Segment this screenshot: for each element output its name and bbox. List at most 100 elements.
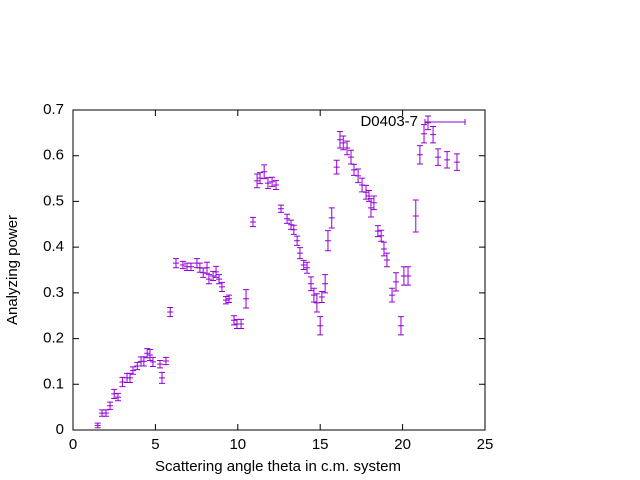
error-bar-point <box>355 168 362 184</box>
error-bar-point <box>430 125 437 144</box>
error-bar-point <box>205 274 212 285</box>
error-bar-point <box>111 388 118 399</box>
error-bar-point <box>290 224 297 235</box>
error-bar-point <box>146 349 153 362</box>
error-bar-point <box>416 145 423 165</box>
error-bar-point <box>317 316 324 336</box>
x-tick-label: 20 <box>394 436 411 453</box>
y-tick-label: 0.1 <box>43 375 64 392</box>
error-bar-point <box>340 135 347 151</box>
error-bar-point <box>264 177 271 190</box>
y-axis-label: Analyzing power <box>4 215 21 325</box>
error-bar-point <box>254 173 261 189</box>
error-bar-point <box>307 276 314 292</box>
error-bar-point <box>444 151 451 169</box>
error-bar-point <box>350 163 357 176</box>
error-bar-point <box>370 195 377 211</box>
error-bar-point <box>269 176 276 187</box>
error-bar-point <box>380 241 387 257</box>
y-tick-label: 0.4 <box>43 238 64 255</box>
error-bar-point <box>196 262 203 273</box>
error-bar-point <box>273 179 280 191</box>
error-bar-point <box>233 318 240 330</box>
error-bar-point <box>304 261 311 274</box>
error-bar-point <box>210 270 217 282</box>
error-bar-point <box>94 422 101 429</box>
error-bar-point <box>365 189 372 202</box>
legend-key <box>424 119 466 125</box>
error-bar-point <box>162 356 169 366</box>
error-bar-point <box>261 164 268 180</box>
x-tick-label: 0 <box>69 436 77 453</box>
error-bar-point <box>238 318 245 330</box>
error-bar-point <box>453 153 460 171</box>
y-tick-label: 0.6 <box>43 147 64 164</box>
error-bar-point <box>348 149 355 165</box>
error-bar-point <box>102 409 109 417</box>
error-bar-point <box>226 294 233 303</box>
x-axis-label: Scattering angle theta in c.m. system <box>155 458 401 475</box>
error-bar-point <box>218 281 225 292</box>
error-bar-point <box>231 315 238 326</box>
x-tick-label: 5 <box>151 436 159 453</box>
error-bar-point <box>149 356 156 367</box>
error-bar-point <box>284 213 291 224</box>
error-bar-point <box>383 252 390 268</box>
error-bar-point <box>216 274 223 285</box>
error-bar-point <box>107 401 114 410</box>
error-bar-point <box>296 247 303 260</box>
error-bar-point <box>203 261 210 274</box>
x-tick-label: 15 <box>312 436 329 453</box>
legend-label: D0403-7 <box>360 113 418 130</box>
error-bar-point <box>213 265 220 278</box>
x-tick-label: 10 <box>229 436 246 453</box>
error-bar-point <box>421 124 428 144</box>
error-bar-point <box>397 316 404 336</box>
error-bar-point <box>200 267 207 278</box>
error-bar-point <box>336 130 343 149</box>
error-bar-point <box>257 172 264 185</box>
y-tick-label: 0.5 <box>43 192 64 209</box>
error-bar-point <box>184 262 191 271</box>
y-tick-label: 0.2 <box>43 330 64 347</box>
error-bar-point <box>300 259 307 271</box>
error-bar-point <box>328 207 335 229</box>
error-bar-point <box>359 177 366 193</box>
error-bar-point <box>367 198 374 218</box>
x-tick-label: 25 <box>477 436 494 453</box>
error-bar-point <box>157 360 164 369</box>
error-bar-point <box>222 296 229 305</box>
error-bar-point <box>134 361 141 371</box>
error-bar-point <box>333 159 340 175</box>
error-bar-point <box>158 371 165 384</box>
error-bar-point <box>167 306 174 318</box>
error-bar-point <box>318 290 325 303</box>
error-bar-point <box>243 289 250 309</box>
error-bar-point <box>277 204 284 213</box>
plot-frame <box>72 109 486 431</box>
y-tick-label: 0.7 <box>43 101 64 118</box>
error-bar-point <box>344 140 351 156</box>
error-bar-point <box>324 230 331 252</box>
error-bar-point <box>322 274 329 294</box>
error-bar-point <box>405 266 412 286</box>
error-bar-point <box>179 260 186 270</box>
error-bar-point <box>378 229 385 242</box>
error-bar-point <box>119 376 126 388</box>
error-bar-point <box>393 272 400 292</box>
error-bar-point <box>99 409 106 417</box>
error-bar-point <box>412 199 419 233</box>
error-bar-point <box>129 366 136 375</box>
error-bar-point <box>400 266 407 286</box>
error-bar-point <box>424 115 431 131</box>
error-bar-point <box>363 184 370 200</box>
error-bar-point <box>187 262 194 271</box>
y-tick-label: 0 <box>56 421 64 438</box>
error-bar-point <box>389 287 396 303</box>
error-bar-point <box>374 225 381 238</box>
error-bar-point <box>127 372 134 383</box>
error-bar-point <box>435 148 442 166</box>
error-bar-point <box>249 216 256 228</box>
error-bar-point <box>310 287 317 303</box>
